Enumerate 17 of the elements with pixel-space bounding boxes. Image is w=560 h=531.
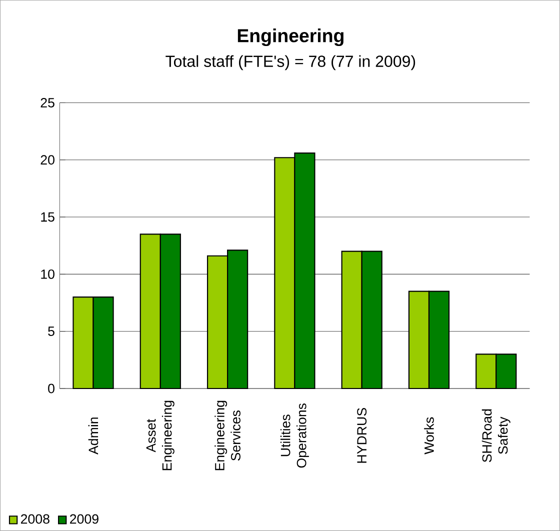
x-tick-label: SH/Road Safety	[482, 409, 510, 462]
y-tick-label: 25	[40, 98, 54, 108]
x-tick-label: HYDRUS	[357, 408, 367, 463]
x-tick-label: Asset Engineering	[146, 400, 174, 470]
x-tick-label: Admin	[88, 418, 98, 455]
legend-label: 2009	[70, 514, 98, 524]
y-tick-label: 20	[40, 155, 54, 165]
x-tick-label: Works	[424, 417, 434, 454]
x-tick-label: Utilities Operations	[280, 403, 309, 468]
chart-subtitle: Total staff (FTE's) = 78 (77 in 2009)	[166, 55, 416, 70]
legend-label: 2008	[20, 514, 50, 524]
y-tick-label: 0	[48, 384, 54, 394]
x-tick-label: Engineering Services	[214, 400, 240, 470]
y-tick-label: 10	[41, 269, 54, 279]
y-tick-label: 15	[41, 212, 54, 222]
y-tick-label: 5	[48, 326, 54, 336]
chart-title: Engineering	[238, 28, 344, 46]
